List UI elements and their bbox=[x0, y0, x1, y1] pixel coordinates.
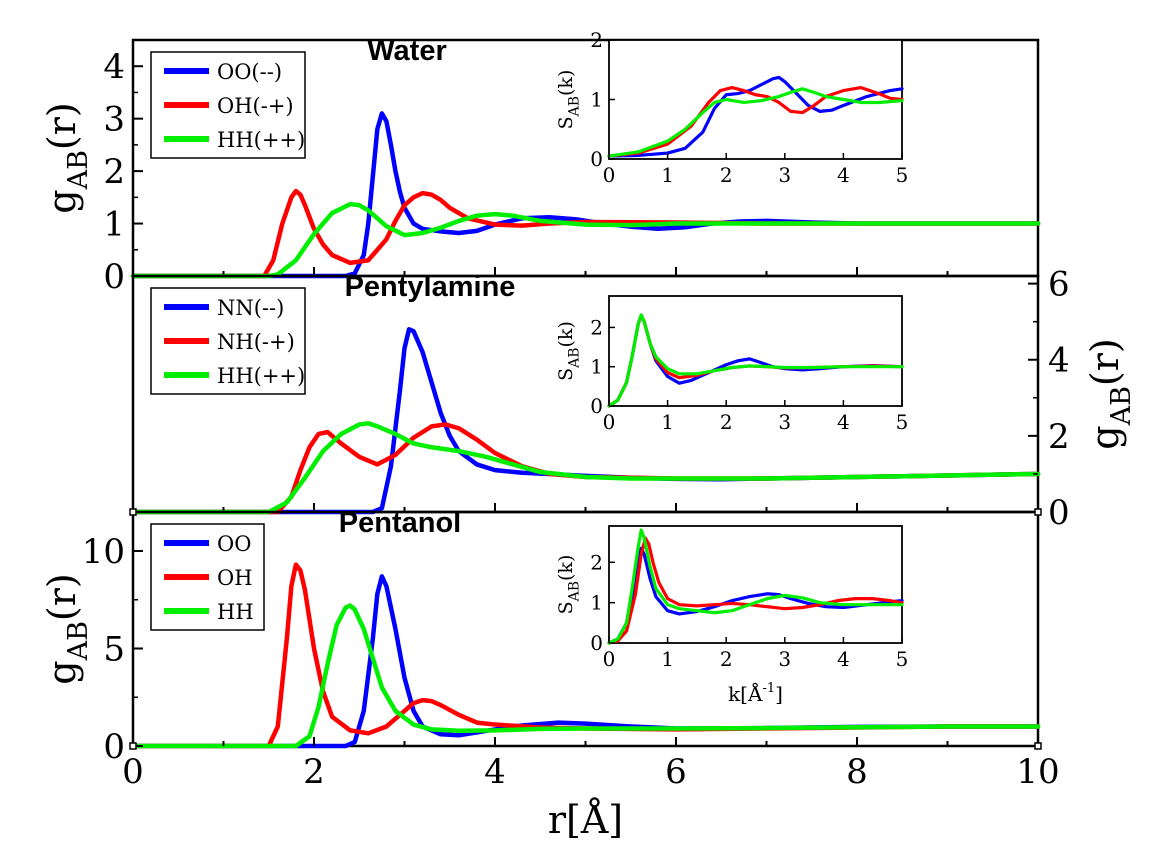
pentylamine-ytick-label: 6 bbox=[1048, 265, 1070, 305]
water-inset-xtick-label: 1 bbox=[661, 163, 674, 187]
water-legend-label: OH(-+) bbox=[217, 94, 294, 118]
water-inset-series-2 bbox=[607, 87, 904, 158]
water-ytick-label: 3 bbox=[103, 100, 125, 140]
water-title: Water bbox=[367, 35, 447, 67]
pentylamine-legend-label: HH(++) bbox=[217, 364, 305, 388]
water-legend-label: HH(++) bbox=[217, 128, 305, 152]
water-inset-ytick-label: 0 bbox=[590, 147, 603, 171]
pentylamine-inset-xtick-label: 4 bbox=[837, 410, 850, 434]
pentanol-xtick-label: 4 bbox=[484, 752, 506, 792]
pentylamine-ylabel: gAB(r) bbox=[1083, 338, 1137, 450]
pentanol-ytick-label: 0 bbox=[103, 727, 125, 767]
pentanol-xtick-label: 6 bbox=[665, 752, 687, 792]
pentylamine-title: Pentylamine bbox=[345, 271, 516, 303]
pentylamine-panel: 0 2 4 6 gAB(r) Pentylamine NN(--) NH(-+) HH(++) 0… bbox=[130, 265, 1137, 533]
pentanol-inset-xlabel: k[Å-1] bbox=[728, 681, 783, 706]
pentanol-inset-series-1 bbox=[607, 536, 904, 645]
pentanol-inset-xtick-label: 4 bbox=[837, 647, 850, 671]
pentanol-xtick-label: 10 bbox=[1016, 752, 1059, 792]
pentanol-inset-xtick-label: 5 bbox=[896, 647, 909, 671]
pentanol-xtick-label: 8 bbox=[846, 752, 868, 792]
water-inset-frame bbox=[608, 39, 903, 160]
water-inset-series-0 bbox=[607, 75, 904, 158]
pentanol-legend-label: HH bbox=[217, 600, 254, 624]
water-inset: 0 1 2 3 4 5 0 1 2 SAB(k) bbox=[555, 28, 908, 187]
pentanol-legend: OO OH HH bbox=[150, 523, 265, 631]
corner-marker bbox=[129, 742, 137, 750]
corner-marker bbox=[1034, 508, 1042, 516]
pentanol-inset-series-0 bbox=[607, 546, 904, 645]
pentylamine-inset-series-2 bbox=[607, 313, 904, 408]
corner-marker bbox=[1034, 742, 1042, 750]
pentylamine-inset-xtick-label: 5 bbox=[896, 410, 909, 434]
pentylamine-inset-ytick-label: 1 bbox=[590, 355, 603, 379]
water-inset-xtick-label: 5 bbox=[896, 163, 909, 187]
pentanol-ytick-label: 5 bbox=[103, 630, 125, 670]
pentylamine-inset-ytick-label: 2 bbox=[590, 315, 603, 339]
water-legend-label: OO(--) bbox=[217, 60, 282, 84]
pentanol-inset-ytick-label: 2 bbox=[590, 550, 603, 574]
pentanol-inset-xtick-label: 0 bbox=[603, 647, 616, 671]
pentylamine-inset-ylabel: SAB(k) bbox=[555, 321, 582, 381]
pentylamine-inset-xtick-label: 0 bbox=[603, 410, 616, 434]
pentylamine-ytick-label: 2 bbox=[1048, 417, 1070, 457]
pentylamine-series-hh bbox=[130, 421, 1041, 515]
water-inset-xtick-label: 3 bbox=[778, 163, 791, 187]
water-ytick-label: 0 bbox=[103, 257, 125, 297]
pentanol-legend-label: OO bbox=[217, 532, 251, 556]
pentanol-series-hh bbox=[130, 603, 1041, 749]
pentanol-inset-xtick-label: 2 bbox=[720, 647, 733, 671]
water-ytick-label: 2 bbox=[103, 152, 125, 192]
water-legend: OO(--) OH(-+) HH(++) bbox=[150, 51, 306, 159]
water-inset-xtick-label: 4 bbox=[837, 163, 850, 187]
water-inset-ytick-label: 2 bbox=[590, 28, 603, 52]
pentanol-ytick-label: 10 bbox=[82, 532, 125, 572]
pentylamine-legend-label: NN(--) bbox=[217, 296, 284, 320]
water-inset-xtick-label: 0 bbox=[603, 163, 616, 187]
pentylamine-inset-ytick-label: 0 bbox=[590, 394, 603, 418]
water-ytick-label: 1 bbox=[103, 205, 125, 245]
pentylamine-inset-xtick-label: 3 bbox=[778, 410, 791, 434]
pentanol-inset-xtick-label: 1 bbox=[661, 647, 674, 671]
pentanol-legend-label: OH bbox=[217, 566, 253, 590]
pentylamine-ytick-label: 4 bbox=[1048, 341, 1070, 381]
pentylamine-ytick-label: 0 bbox=[1048, 493, 1070, 533]
pentylamine-inset-xtick-label: 1 bbox=[661, 410, 674, 434]
pentylamine-inset: 0 1 2 3 4 5 0 1 2 SAB(k) bbox=[555, 295, 909, 434]
water-series-hh bbox=[130, 201, 1041, 279]
water-ytick-label: 4 bbox=[103, 47, 125, 87]
pentanol-title: Pentanol bbox=[339, 507, 461, 539]
pentanol-inset-ylabel: SAB(k) bbox=[555, 555, 582, 615]
pentylamine-inset-frame bbox=[608, 295, 903, 407]
pentanol-inset: 0 1 2 3 4 5 0 1 2 SAB(k) k[Å-1] bbox=[555, 525, 909, 706]
pentanol-inset-frame bbox=[608, 525, 903, 644]
pentanol-xtick-label: 0 bbox=[122, 752, 144, 792]
water-series-oh bbox=[130, 188, 1041, 279]
pentanol-xtick-label: 2 bbox=[303, 752, 325, 792]
pentylamine-legend-label: NH(-+) bbox=[217, 330, 295, 354]
water-inset-ytick-label: 1 bbox=[590, 88, 603, 112]
corner-marker bbox=[129, 508, 137, 516]
pentanol-inset-series-2 bbox=[607, 528, 904, 645]
pentanol-inset-xtick-label: 3 bbox=[778, 647, 791, 671]
pentanol-inset-ytick-label: 1 bbox=[590, 591, 603, 615]
pentylamine-inset-xtick-label: 2 bbox=[720, 410, 733, 434]
water-ylabel: gAB(r) bbox=[40, 102, 94, 214]
pentanol-inset-ytick-label: 0 bbox=[590, 631, 603, 655]
pentylamine-series-nh bbox=[130, 422, 1041, 515]
pentanol-ylabel: gAB(r) bbox=[40, 573, 94, 685]
water-inset-xtick-label: 2 bbox=[720, 163, 733, 187]
pentylamine-legend: NN(--) NH(-+) HH(++) bbox=[150, 287, 306, 395]
water-inset-ylabel: SAB(k) bbox=[555, 70, 582, 130]
main-xlabel: r[Å] bbox=[548, 798, 623, 842]
